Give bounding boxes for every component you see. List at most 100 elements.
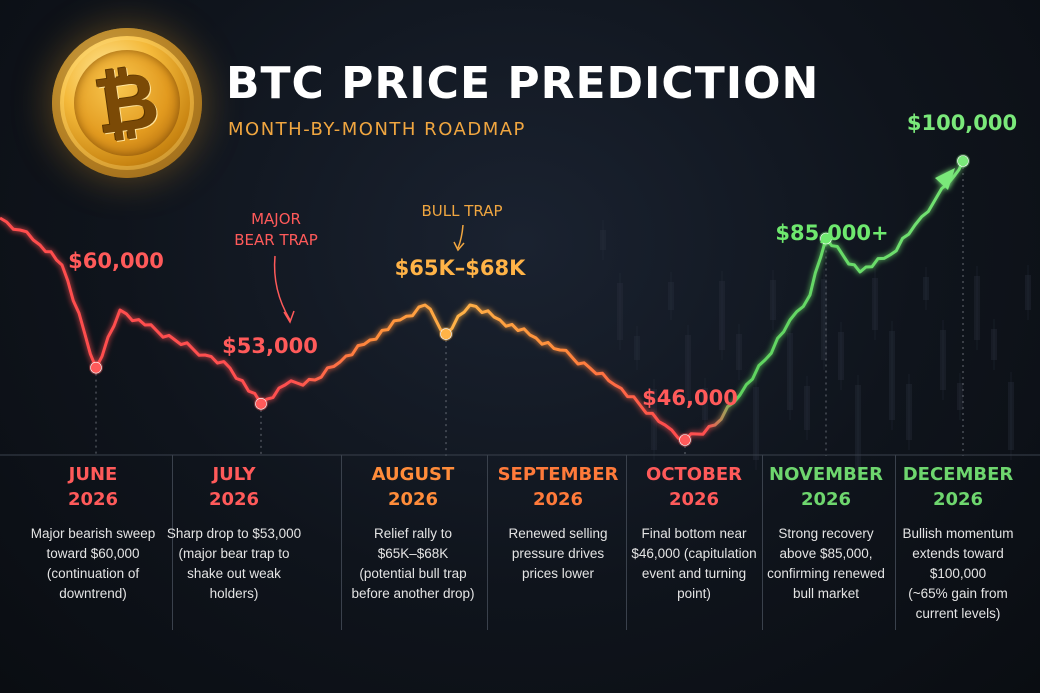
month-description: Strong recovery above $85,000, confirming … [759, 524, 894, 604]
month-description-line: confirming renewed [767, 566, 885, 581]
bg-candle [668, 282, 674, 310]
background-candles [600, 220, 1031, 480]
month-name: AUGUST [371, 464, 455, 485]
month-description: Final bottom near $46,000 (capitulation ev… [624, 524, 764, 604]
month-name: JULY [212, 464, 256, 485]
coin-face: ₿ [74, 50, 180, 156]
month-description-line: Final bottom near [641, 526, 747, 541]
month-year: 2026 [668, 489, 720, 510]
bg-candle [685, 335, 691, 400]
month-heading: OCTOBER 2026 [624, 462, 764, 512]
bear-trap-arrow [273, 255, 291, 321]
price-point [255, 398, 267, 410]
month-year: 2026 [932, 489, 984, 510]
bg-candle [889, 331, 895, 420]
month-description-line: (potential bull trap [359, 566, 467, 581]
timeline-divider [762, 455, 763, 630]
bg-candle [838, 332, 844, 380]
price-label: $46,000 [642, 386, 738, 410]
month-year: 2026 [800, 489, 852, 510]
month-description-line: prices lower [521, 566, 595, 581]
month-description: Relief rally to $65K–$68K (potential bull … [338, 524, 488, 604]
month-description-line: pressure drives [511, 546, 605, 561]
bg-candle [1025, 275, 1031, 310]
month-description-line: above $85,000, [779, 546, 873, 561]
month-description-line: event and turning [641, 566, 747, 581]
month-description-line: downtrend) [59, 586, 127, 601]
bg-candle [974, 276, 980, 340]
bitcoin-coin-icon: ₿ [52, 28, 202, 178]
bg-candle [634, 336, 640, 360]
month-description-line: Strong recovery [778, 526, 874, 541]
timeline-divider [341, 455, 342, 630]
month-year: 2026 [208, 489, 260, 510]
month-description-line: point) [677, 586, 711, 601]
price-point [820, 232, 832, 245]
bg-candle [770, 280, 776, 320]
bg-candle [736, 334, 742, 370]
month-description-line: current levels) [915, 606, 1001, 621]
month-year: 2026 [67, 489, 119, 510]
bg-candle [617, 283, 623, 340]
month-description-line: bull market [792, 586, 860, 601]
price-label: $65K–$68K [395, 256, 526, 280]
page-title: BTC PRICE PREDICTION [226, 58, 820, 109]
month-description-line: (~65% gain from [908, 586, 1008, 601]
month-heading: SEPTEMBER 2026 [493, 462, 623, 512]
month-description-line: toward $60,000 [46, 546, 140, 561]
price-label: $60,000 [68, 249, 164, 273]
bg-candle [719, 281, 725, 350]
price-line [0, 160, 965, 442]
month-name: JUNE [68, 464, 118, 485]
bg-candle [923, 277, 929, 300]
dotted-guides [0, 167, 1040, 456]
bg-candle [1008, 382, 1014, 450]
month-description-line: Relief rally to [373, 526, 453, 541]
annotation-label: BEAR TRAP [234, 231, 318, 249]
month-description: Renewed selling pressure drives prices low… [493, 524, 623, 584]
month-heading: NOVEMBER 2026 [759, 462, 894, 512]
month-heading: JULY 2026 [159, 462, 309, 512]
timeline-divider [487, 455, 488, 630]
month-description-line: (major bear trap to [178, 546, 290, 561]
month-description: Sharp drop to $53,000 (major bear trap to… [159, 524, 309, 604]
bg-candle [940, 330, 946, 390]
bg-candle [872, 278, 878, 330]
month-description-line: Renewed selling [508, 526, 608, 541]
annotation-label: MAJOR [251, 210, 301, 228]
price-point [90, 361, 102, 374]
price-label: $100,000 [907, 111, 1017, 135]
timeline-divider [626, 455, 627, 630]
price-label: $53,000 [222, 334, 318, 358]
month-description-line: Sharp drop to $53,000 [166, 526, 302, 541]
month-name: SEPTEMBER [497, 464, 619, 485]
month-description-line: shake out weak [187, 566, 281, 581]
month-description-line: $46,000 (capitulation [631, 546, 757, 561]
bg-candle [804, 386, 810, 430]
annotation-arrows: MAJOR BEAR TRAP BULL TRAP [234, 202, 503, 324]
bull-trap-arrow [457, 224, 464, 249]
timeline-divider [172, 455, 173, 630]
month-description-line: holders) [209, 586, 259, 601]
month-description-line: (continuation of [46, 566, 140, 581]
month-heading: JUNE 2026 [18, 462, 168, 512]
month-year: 2026 [532, 489, 584, 510]
price-label: $85,000+ [775, 221, 888, 245]
month-heading: AUGUST 2026 [338, 462, 488, 512]
page-subtitle: MONTH-BY-MONTH ROADMAP [228, 119, 526, 140]
bg-candle [957, 383, 963, 410]
price-point [440, 328, 452, 340]
arrow-head-icon [283, 310, 295, 324]
bg-candle [991, 329, 997, 360]
month-year: 2026 [387, 489, 439, 510]
bg-candle [855, 385, 861, 470]
bg-candle [600, 230, 606, 250]
month-description: Major bearish sweep toward $60,000 (contin… [18, 524, 168, 604]
timeline-divider [895, 455, 896, 630]
month-description-line: $65K–$68K [377, 546, 449, 561]
price-points [89, 154, 970, 447]
price-line-path [0, 160, 965, 442]
arrow-head-icon [935, 168, 955, 190]
